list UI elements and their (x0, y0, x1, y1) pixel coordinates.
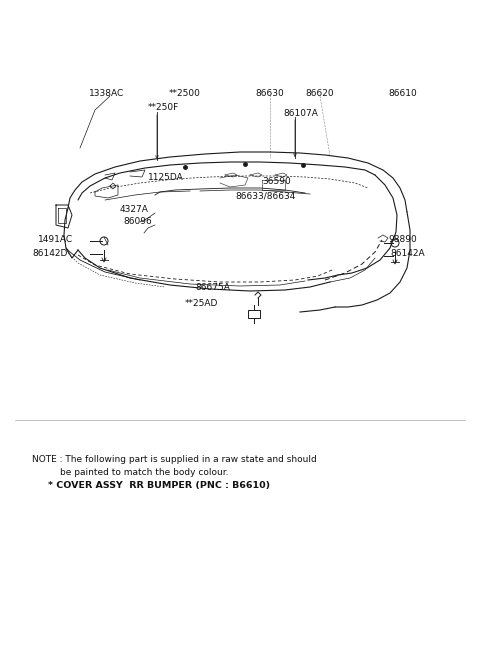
Text: 36590: 36590 (262, 177, 291, 187)
Text: 1125DA: 1125DA (148, 173, 184, 181)
Text: **250F: **250F (148, 104, 179, 112)
Text: 86142A: 86142A (390, 248, 425, 258)
Text: 86610: 86610 (389, 89, 418, 97)
Text: be painted to match the body colour.: be painted to match the body colour. (60, 468, 228, 477)
Text: 86107A: 86107A (283, 108, 318, 118)
Text: 86620: 86620 (306, 89, 334, 97)
Text: * COVER ASSY  RR BUMPER (PNC : B6610): * COVER ASSY RR BUMPER (PNC : B6610) (48, 481, 270, 490)
Text: 1338AC: 1338AC (89, 89, 125, 97)
Text: **2500: **2500 (169, 89, 201, 97)
Text: 4327A: 4327A (120, 206, 149, 214)
Text: 86096: 86096 (123, 217, 152, 227)
Text: 86142D: 86142D (32, 248, 67, 258)
Text: 86675A: 86675A (195, 284, 230, 292)
Text: **25AD: **25AD (185, 300, 218, 309)
Text: 86630: 86630 (256, 89, 284, 97)
Text: NOTE : The following part is supplied in a raw state and should: NOTE : The following part is supplied in… (32, 455, 317, 464)
Text: 98890: 98890 (388, 235, 417, 244)
Text: 86633/86634: 86633/86634 (235, 191, 295, 200)
Text: 1491AC: 1491AC (38, 235, 73, 244)
FancyBboxPatch shape (248, 310, 260, 318)
